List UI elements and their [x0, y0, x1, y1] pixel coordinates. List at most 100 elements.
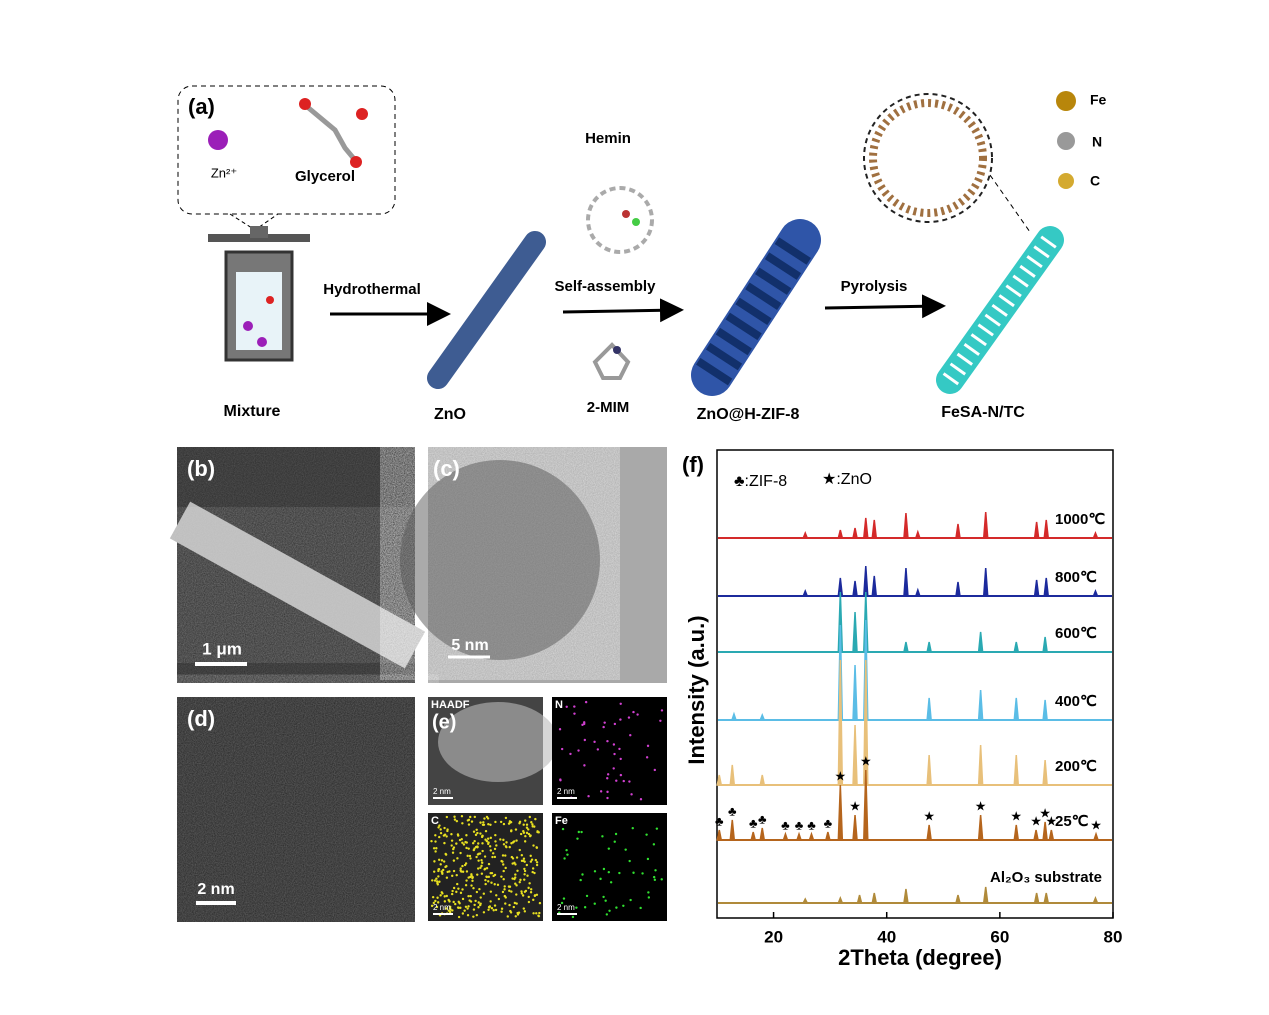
label: 2-MIM: [587, 399, 630, 416]
map-dot: [461, 912, 465, 915]
map-dot: [522, 857, 526, 860]
map-dot: [526, 874, 529, 877]
map-dot: [440, 859, 444, 862]
map-dot: [488, 905, 492, 908]
map-dot: [619, 773, 623, 777]
map-dot: [474, 899, 477, 903]
map-dot: [492, 874, 495, 878]
series-label: Al₂O₃ substrate: [990, 869, 1102, 886]
peak-marker: ★: [834, 768, 846, 783]
map-dot: [506, 915, 509, 918]
map-dot: [523, 878, 526, 881]
peak: [982, 567, 989, 597]
peak: [1048, 829, 1055, 841]
peak: [750, 831, 757, 841]
map-dot: [443, 826, 446, 830]
map-dot: [533, 825, 536, 828]
scale-label: 2 nm: [557, 787, 575, 796]
map-dot: [484, 878, 487, 882]
map-dot: [450, 892, 454, 896]
map-dot: [433, 860, 436, 863]
map-dot: [619, 702, 622, 705]
map-dot: [504, 902, 507, 905]
map-dot: [475, 913, 479, 917]
map-dot: [443, 833, 447, 836]
map-dot: [496, 883, 500, 887]
map-dot: [461, 897, 465, 901]
map-dot: [515, 856, 519, 859]
map-dot: [510, 855, 514, 859]
peak: [1092, 895, 1099, 904]
series-label: 200℃: [1055, 758, 1097, 775]
map-dot: [490, 871, 494, 875]
map-dot: [445, 864, 448, 868]
map-dot: [641, 872, 644, 875]
map-dot: [624, 848, 627, 851]
map-dot: [431, 895, 435, 899]
peak: [1013, 824, 1020, 841]
map-dot: [430, 904, 434, 908]
map-dot: [593, 870, 597, 873]
map-dot: [459, 891, 463, 895]
panel-label: (b): [187, 456, 215, 481]
map-dot: [452, 847, 455, 851]
map-dot: [533, 894, 537, 898]
map-dot: [490, 907, 494, 910]
map-dot: [523, 910, 527, 913]
map-dot: [461, 864, 464, 868]
map-dot: [484, 829, 488, 833]
map-dot: [613, 840, 616, 843]
map-dot: [451, 851, 455, 854]
peak: [1043, 519, 1050, 539]
peak: [759, 827, 766, 841]
peak-marker: ★: [1046, 813, 1058, 828]
map-dot: [470, 820, 474, 823]
map-dot: [462, 843, 466, 846]
map-dot: [653, 768, 657, 772]
map-dot: [482, 821, 485, 824]
map-dot: [522, 907, 526, 910]
map-dot: [494, 820, 497, 824]
map-dot: [505, 841, 508, 844]
peak: [903, 641, 909, 653]
map-dot: [583, 738, 587, 742]
map-dot: [660, 878, 663, 881]
peak: [977, 631, 984, 653]
map-dot: [631, 826, 634, 830]
map-dot: [622, 779, 625, 783]
map-dot: [482, 823, 486, 826]
map-dot: [630, 793, 633, 796]
map-dot: [518, 848, 521, 852]
map-dot: [563, 857, 566, 860]
map-dot: [523, 840, 527, 843]
peak: [1092, 530, 1099, 539]
map-dot: [535, 863, 539, 867]
map-dot: [457, 887, 460, 890]
map-dot: [524, 819, 527, 822]
map-dot: [465, 879, 468, 882]
map-dot: [476, 853, 480, 856]
x-tick-label: 80: [1104, 927, 1123, 946]
map-dot: [618, 871, 621, 875]
map-dot: [502, 822, 506, 826]
map-dot: [530, 858, 534, 861]
map-dot: [436, 901, 440, 904]
map-dot: [489, 823, 492, 827]
peak-marker: ♣: [781, 817, 790, 832]
legend-label: N: [1092, 134, 1102, 150]
peak: [782, 831, 789, 841]
map-dot: [492, 852, 495, 855]
legend-label: ♣:ZIF-8: [734, 473, 787, 490]
map-dot: [455, 873, 458, 877]
map-dot: [452, 869, 456, 873]
map-dot: [438, 835, 441, 839]
map-dot: [632, 710, 635, 714]
map-dot: [603, 721, 606, 724]
map-dot: [513, 861, 516, 865]
peak: [926, 641, 933, 653]
map-dot: [434, 834, 437, 837]
map-dot: [593, 740, 596, 744]
map-dot: [437, 869, 440, 873]
map-dot: [565, 705, 568, 708]
map-dot: [434, 840, 437, 843]
